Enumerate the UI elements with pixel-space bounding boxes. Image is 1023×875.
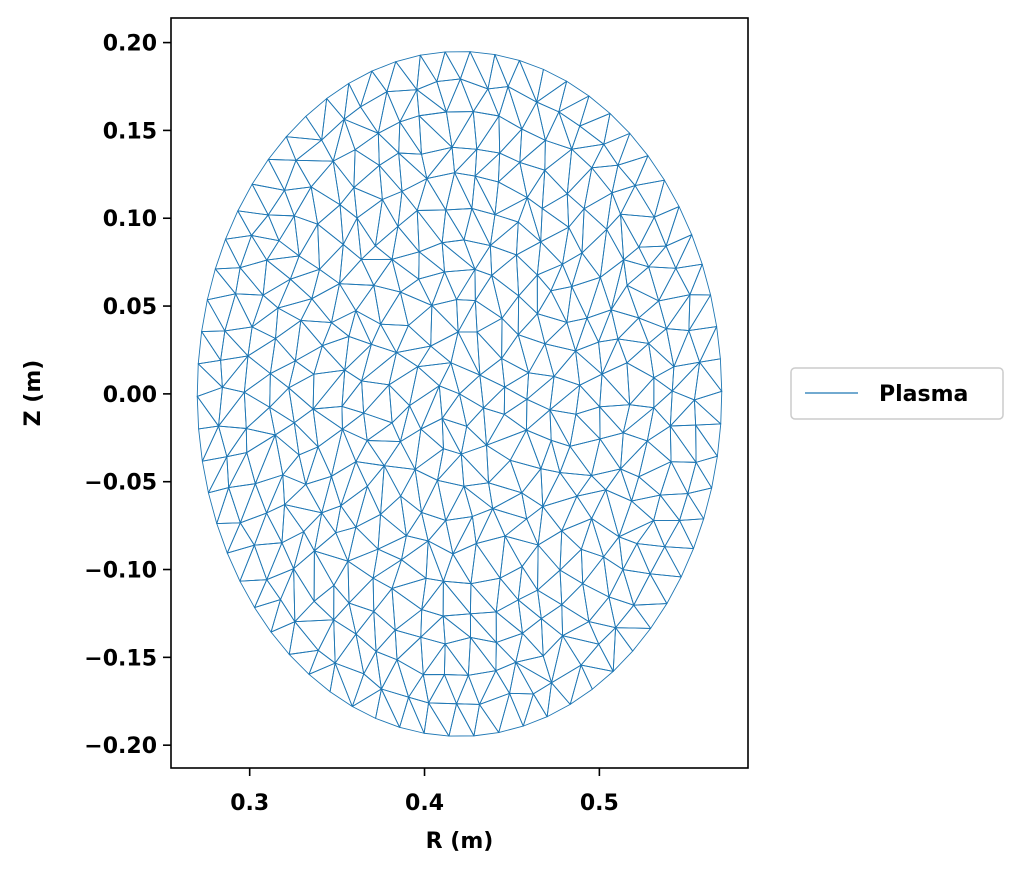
x-axis-ticks: 0.3 0.4 0.5 [230,768,619,816]
y-tick-label: 0.10 [103,207,157,232]
legend-label-plasma: Plasma [879,382,968,407]
y-tick-label: −0.15 [84,646,157,671]
mesh-triangle [526,372,555,400]
mesh-triangle [479,374,506,409]
legend-box [790,367,1004,420]
mesh-triangle [549,375,581,411]
x-tick-label: 0.3 [230,791,269,816]
x-tick-label: 0.4 [405,791,444,816]
y-axis-label: Z (m) [21,360,46,427]
mesh-triangle [626,362,655,406]
x-tick-label: 0.5 [580,791,619,816]
y-axis-ticks: −0.20 −0.15 −0.10 −0.05 0.00 0.05 0.10 0.15 0.20 [84,32,171,759]
y-tick-label: −0.10 [84,559,157,584]
y-tick-label: −0.20 [84,734,157,759]
y-tick-label: −0.05 [84,471,157,496]
y-tick-label: 0.20 [103,32,157,57]
x-axis-label: R (m) [426,829,494,854]
y-tick-label: 0.15 [103,119,157,144]
plasma-mesh [196,51,723,737]
mesh-triangle [693,361,723,401]
mesh-triangle [653,377,673,409]
legend: Plasma [790,367,1004,420]
y-tick-label: 0.05 [103,295,157,320]
y-tick-label: 0.00 [103,383,157,408]
axes-frame [170,17,749,769]
